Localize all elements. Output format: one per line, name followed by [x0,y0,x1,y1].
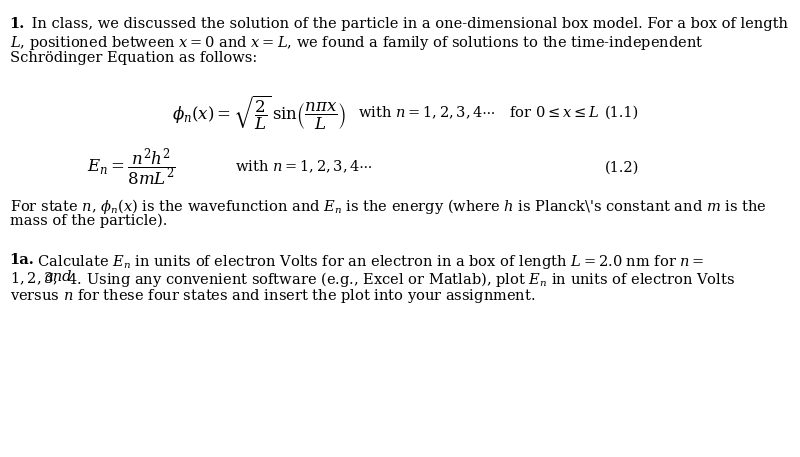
Text: (1.2): (1.2) [604,160,638,174]
Text: with $n = 1,2,3,4\cdots$: with $n = 1,2,3,4\cdots$ [235,159,373,175]
Text: Calculate $E_n$ in units of electron Volts for an electron in a box of length $L: Calculate $E_n$ in units of electron Vol… [33,254,705,271]
Text: $4$. Using any convenient software (e.g., Excel or Matlab), plot $E_n$ in units : $4$. Using any convenient software (e.g.… [62,270,734,289]
Text: 1a.: 1a. [10,254,34,267]
Text: $E_n = \dfrac{n^2 h^2}{8mL^2}$: $E_n = \dfrac{n^2 h^2}{8mL^2}$ [86,146,175,188]
Text: In class, we discussed the solution of the particle in a one-dimensional box mod: In class, we discussed the solution of t… [26,17,788,31]
Text: $\phi_n(x) = \sqrt{\dfrac{2}{L}}\, \sin\!\left(\dfrac{n\pi x}{L}\right)$: $\phi_n(x) = \sqrt{\dfrac{2}{L}}\, \sin\… [172,93,346,132]
Text: $L$, positioned between $x = 0$ and $x = L$, we found a family of solutions to t: $L$, positioned between $x = 0$ and $x =… [10,34,703,52]
Text: (1.1): (1.1) [604,106,638,120]
Text: with $n = 1, 2, 3, 4\cdots$   for $0 \leq x \leq L$: with $n = 1, 2, 3, 4\cdots$ for $0 \leq … [358,105,599,121]
Text: 1.: 1. [10,17,25,31]
Text: Schrödinger Equation as follows:: Schrödinger Equation as follows: [10,51,257,65]
Text: mass of the particle).: mass of the particle). [10,213,167,228]
Text: $1, 2, 3,$: $1, 2, 3,$ [10,270,62,287]
Text: versus $n$ for these four states and insert the plot into your assignment.: versus $n$ for these four states and ins… [10,287,535,305]
Text: and: and [44,270,72,284]
Text: For state $n$, $\phi_n(x)$ is the wavefunction and $E_n$ is the energy (where $h: For state $n$, $\phi_n(x)$ is the wavefu… [10,197,766,216]
